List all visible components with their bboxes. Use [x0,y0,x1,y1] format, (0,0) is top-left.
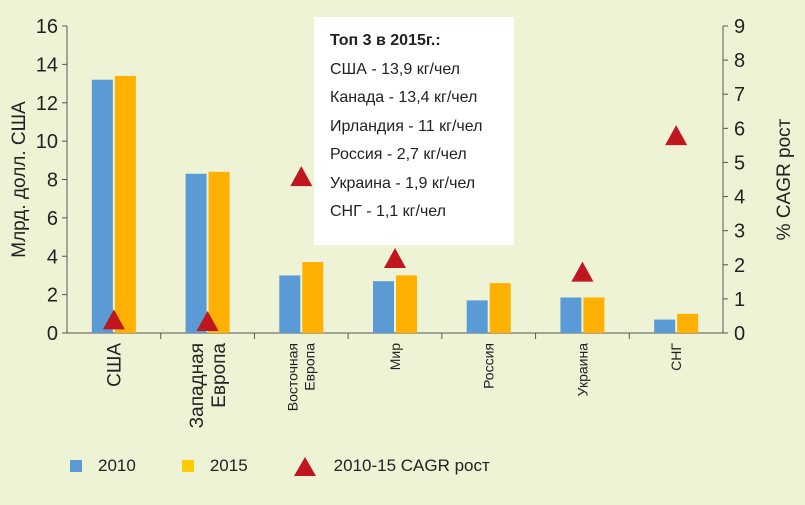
bar-2010 [279,275,301,333]
x-tick-label: Восточная [285,343,301,411]
annotation-line: Канада - 13,4 кг/чел [330,89,478,106]
bar-2010 [466,300,488,333]
y-tick-label: 12 [36,93,58,115]
y2-axis-title: % CAGR рост [774,118,795,240]
annotation-line: Украина - 1,9 кг/чел [330,174,476,192]
y-tick-label: 8 [47,170,58,192]
annotation-line: США - 13,9 кг/чел [330,60,461,78]
x-tick-label: СНГ [668,343,684,371]
cagr-marker [102,309,125,330]
y2-tick-label: 8 [734,50,745,72]
y2-tick-label: 3 [734,221,745,243]
x-tick-label: Мир [387,343,403,370]
y2-tick-label: 6 [734,118,745,140]
y-tick-label: 0 [47,323,58,345]
bar-2015 [114,75,136,333]
y-tick-label: 16 [36,16,58,38]
y-axis-title: Млрд. долл. США [9,101,30,258]
x-tick-label: Украина [574,343,590,397]
bar-2010 [185,173,207,333]
cagr-marker [290,166,313,187]
bar-2015 [208,171,230,333]
y2-tick-label: 2 [734,255,745,277]
bar-2015 [677,313,699,333]
y2-tick-label: 7 [734,84,745,106]
legend-item-2010: 2010 [70,456,136,476]
cagr-marker [384,247,406,268]
annotation-title: Топ 3 в 2015г.: [330,32,441,49]
y2-tick-label: 5 [734,152,745,174]
legend-item-cagr: 2010-15 CAGR рост [293,456,490,476]
cagr-marker [665,125,688,146]
bar-2010 [91,79,113,333]
annotation-line: СНГ - 1,1 кг/чел [330,203,446,220]
bar-2010 [654,319,676,333]
legend-label-2015: 2015 [209,456,248,475]
bar-2015 [489,283,511,333]
y-tick-label: 10 [36,131,58,153]
bar-2010 [373,281,394,333]
y2-tick-label: 9 [734,16,745,38]
legend-label-cagr: 2010-15 CAGR рост [333,456,490,475]
y-tick-label: 6 [47,208,58,230]
y2-tick-label: 0 [734,323,745,345]
triangle-icon [293,456,316,476]
y2-tick-label: 1 [734,289,745,311]
x-tick-label: Россия [481,343,497,389]
x-tick-label: Европа [302,343,318,391]
y2-tick-label: 4 [734,187,745,209]
top3-annotation: Топ 3 в 2015г.: США - 13,9 кг/чел Канада… [314,17,514,245]
cagr-marker [571,261,594,282]
annotation-line: Ирландия - 11 кг/чел [330,117,483,135]
cagr-marker [196,311,219,332]
y-tick-label: 4 [47,246,58,268]
y-tick-label: 2 [47,285,58,307]
annotation-line: Россия - 2,7 кг/чел [330,146,467,163]
bar-2015 [583,297,605,333]
x-tick-label: США [105,343,126,387]
legend: 2010 2015 2010-15 CAGR рост [70,456,536,476]
bar-2015 [302,262,324,333]
legend-swatch-2010 [70,460,82,472]
legend-item-2015: 2015 [181,456,248,476]
bar-2015 [396,275,417,333]
x-tick-label: Европа [209,343,230,408]
legend-label-2010: 2010 [98,456,136,475]
legend-swatch-2015 [181,460,194,472]
y-tick-label: 14 [36,54,58,76]
bar-2010 [560,297,582,333]
x-tick-label: Западная [187,343,208,428]
